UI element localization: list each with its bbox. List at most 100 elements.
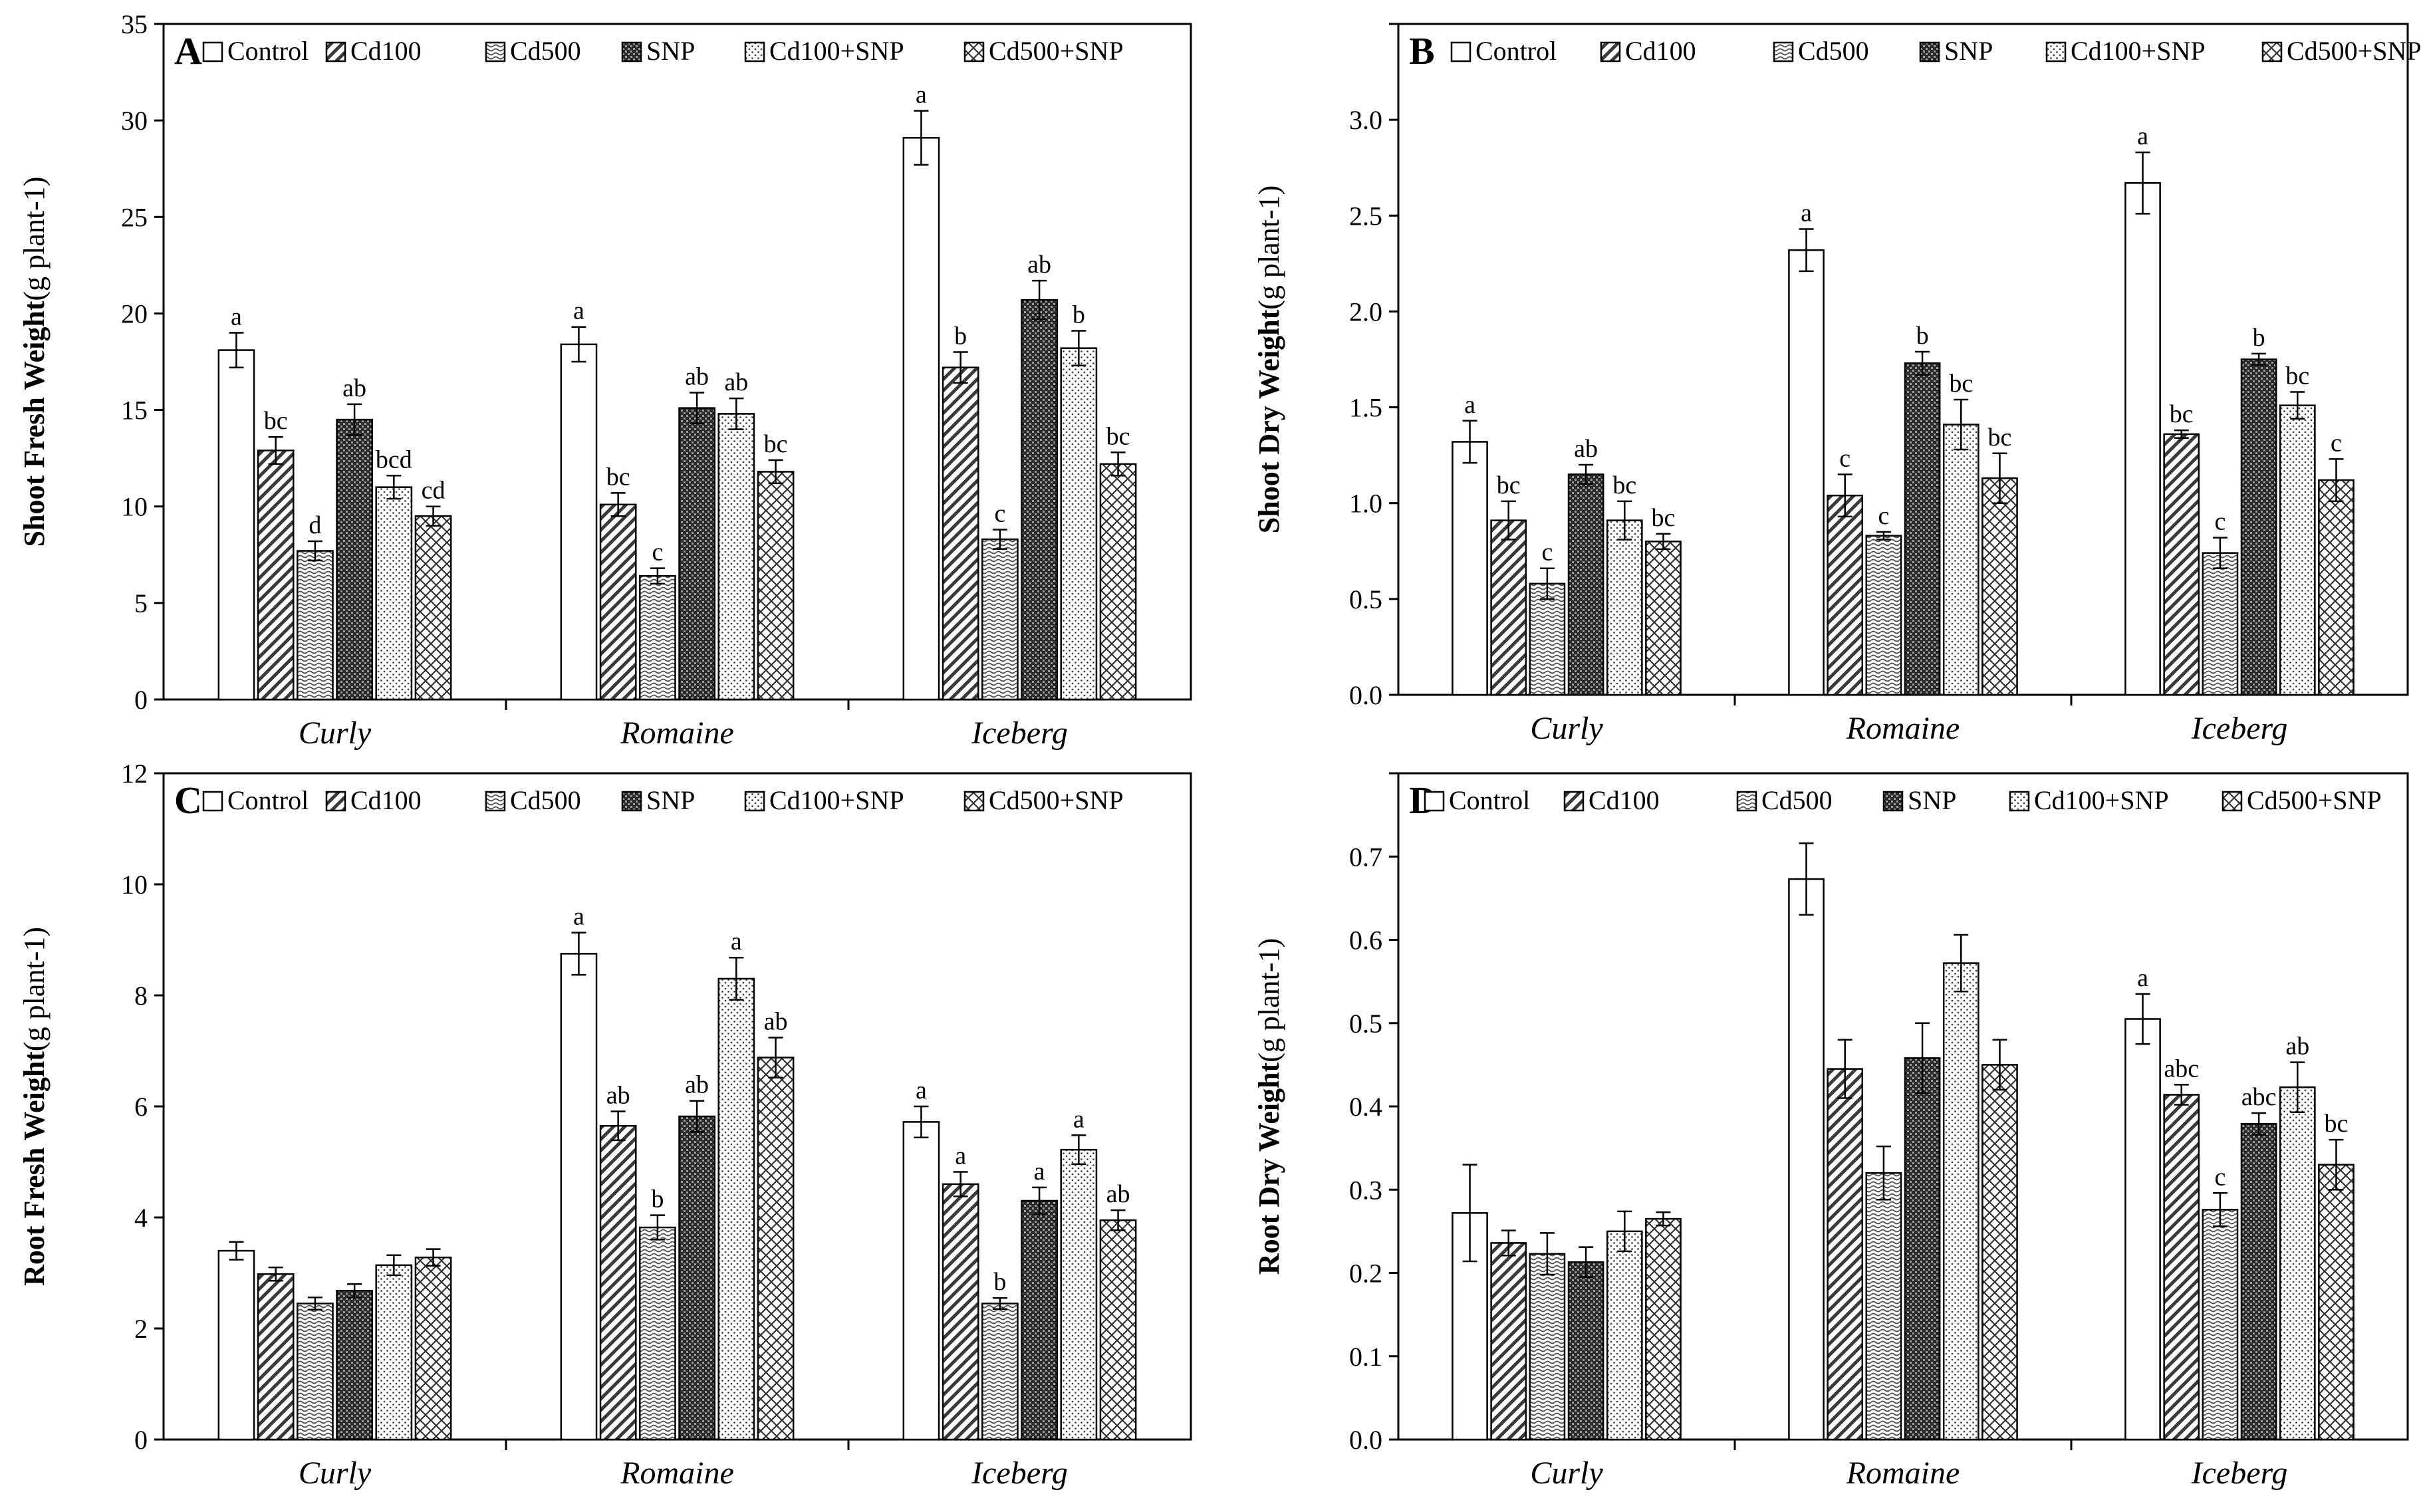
legend-label: Cd500 — [1798, 36, 1869, 66]
y-axis-unit: (g plant-1) — [1253, 186, 1285, 310]
significance-label: c — [1541, 539, 1553, 567]
significance-label: abc — [2241, 1083, 2277, 1111]
legend-label: Cd500 — [510, 36, 581, 66]
legend-label: Cd100 — [1589, 785, 1660, 815]
significance-label: bc — [1106, 422, 1130, 450]
significance-label: a — [231, 303, 242, 330]
bar-cd500-iceberg — [981, 538, 1019, 701]
panel-b: 0.0 0.5 1.0 1.5 2.0 2.5 3.0 Shoot Dry Weight(g … — [1253, 23, 2421, 746]
bar-cd500-curly — [297, 1303, 334, 1441]
bar-snp-curly — [1567, 1261, 1604, 1441]
y-tick-label: 35 — [121, 9, 148, 39]
bar-snp-romaine — [1904, 362, 1941, 696]
bar-cd500-iceberg — [2202, 1209, 2239, 1441]
y-tick-label: 6 — [134, 1092, 148, 1122]
significance-label: ab — [685, 1071, 709, 1099]
legend-swatch — [202, 791, 223, 812]
category-label-romaine: Romaine — [620, 1455, 734, 1491]
legend-swatch — [325, 41, 346, 63]
legend-label: Control — [227, 785, 309, 815]
significance-label: bc — [1497, 471, 1521, 499]
legend-swatch — [485, 791, 506, 812]
y-tick-label: 3.0 — [1349, 105, 1382, 135]
legend-label: Cd100 — [350, 36, 422, 66]
bar-cd100-snp-romaine — [717, 413, 755, 701]
legend-swatch — [744, 791, 765, 812]
bar-control-iceberg — [2124, 182, 2161, 696]
significance-label: ab — [1106, 1180, 1130, 1208]
bar-cd100-snp-curly — [375, 486, 413, 701]
significance-label: bc — [1949, 370, 1973, 398]
y-tick-label: 4 — [134, 1203, 148, 1233]
significance-label: cd — [422, 477, 446, 505]
bar-snp-iceberg — [1021, 299, 1058, 701]
significance-label: c — [1839, 444, 1850, 472]
y-tick-label: 0.4 — [1349, 1092, 1382, 1122]
category-label-romaine: Romaine — [1846, 711, 1960, 746]
legend-label: Control — [1475, 36, 1557, 66]
significance-label: a — [573, 297, 584, 325]
legend-label: Cd100+SNP — [2034, 785, 2169, 815]
significance-label: c — [652, 539, 663, 567]
bar-cd100-iceberg — [2163, 1094, 2200, 1441]
legend-swatch — [621, 41, 642, 63]
legend-label: Control — [227, 36, 309, 66]
legend: Control Cd100 Cd500 SNP Cd100+SNP Cd500+SNP — [1450, 36, 2421, 66]
y-tick-label: 0.2 — [1349, 1259, 1382, 1289]
significance-label: b — [993, 1268, 1006, 1296]
significance-label: c — [2214, 508, 2226, 536]
bar-control-curly — [1452, 441, 1488, 696]
panel-d: 0.0 0.1 0.2 0.3 0.4 0.5 0.6 0.7 Root Dry Weight(… — [1253, 772, 2409, 1491]
legend-label: SNP — [1908, 785, 1956, 815]
bar-cd500-snp-iceberg — [1099, 1219, 1137, 1441]
legend: Control Cd100 Cd500 SNP Cd100+SNP Cd500+SNP — [1424, 785, 2382, 815]
category-label-iceberg: Iceberg — [2191, 711, 2288, 746]
bar-cd500-romaine — [1865, 1172, 1902, 1441]
significance-label: d — [309, 511, 321, 539]
bar-control-romaine — [560, 343, 598, 701]
bar-cd100-snp-iceberg — [1060, 1148, 1098, 1441]
bar-cd500-snp-romaine — [757, 1057, 795, 1441]
bar-cd100-snp-curly — [1606, 1230, 1643, 1441]
legend-label: Cd500+SNP — [2247, 785, 2382, 815]
bar-cd500-iceberg — [2202, 552, 2239, 696]
bar-cd500-snp-curly — [1645, 1217, 1682, 1441]
significance-label: a — [573, 903, 584, 931]
significance-label: a — [1801, 199, 1812, 227]
bar-cd100-snp-romaine — [1942, 424, 1979, 696]
legend-swatch — [1773, 41, 1794, 63]
legend-swatch — [1736, 791, 1757, 812]
y-axis-label: Root Dry Weight — [1253, 1062, 1285, 1275]
legend-label: Cd100+SNP — [769, 785, 904, 815]
y-tick-label: 0 — [134, 685, 148, 715]
legend-swatch — [1600, 41, 1621, 63]
significance-label: bc — [764, 430, 788, 458]
y-tick-label: 0.1 — [1349, 1342, 1382, 1372]
y-tick-label: 10 — [121, 492, 148, 522]
significance-label: bcd — [376, 445, 412, 473]
significance-label: c — [994, 500, 1005, 528]
bar-snp-iceberg — [2240, 1123, 2277, 1441]
bar-cd500-romaine — [639, 574, 676, 701]
bar-cd500-curly — [297, 550, 334, 701]
bar-cd500-snp-romaine — [1981, 477, 2018, 696]
category-label-curly: Curly — [1530, 1455, 1603, 1491]
bar-control-iceberg — [2124, 1018, 2161, 1441]
y-tick-label: 2.5 — [1349, 201, 1382, 231]
legend-label: Control — [1449, 785, 1530, 815]
bar-cd500-snp-iceberg — [2318, 1164, 2355, 1441]
legend-swatch — [1450, 41, 1471, 63]
significance-label: ab — [2285, 1033, 2309, 1061]
bar-cd100-curly — [1490, 519, 1527, 696]
bar-cd500-curly — [1529, 1253, 1566, 1441]
significance-label: c — [2214, 1163, 2226, 1191]
legend: Control Cd100 Cd500 SNP Cd100+SNP Cd500+SNP — [202, 785, 1124, 815]
bar-snp-romaine — [1904, 1057, 1941, 1441]
y-axis-title: Shoot Dry Weight(g plant-1) — [1253, 186, 1285, 534]
legend-label: Cd100 — [350, 785, 422, 815]
y-tick-label: 8 — [134, 981, 148, 1011]
significance-label: bc — [2285, 362, 2309, 390]
significance-label: a — [2137, 122, 2148, 150]
category-label-curly: Curly — [299, 1455, 372, 1491]
